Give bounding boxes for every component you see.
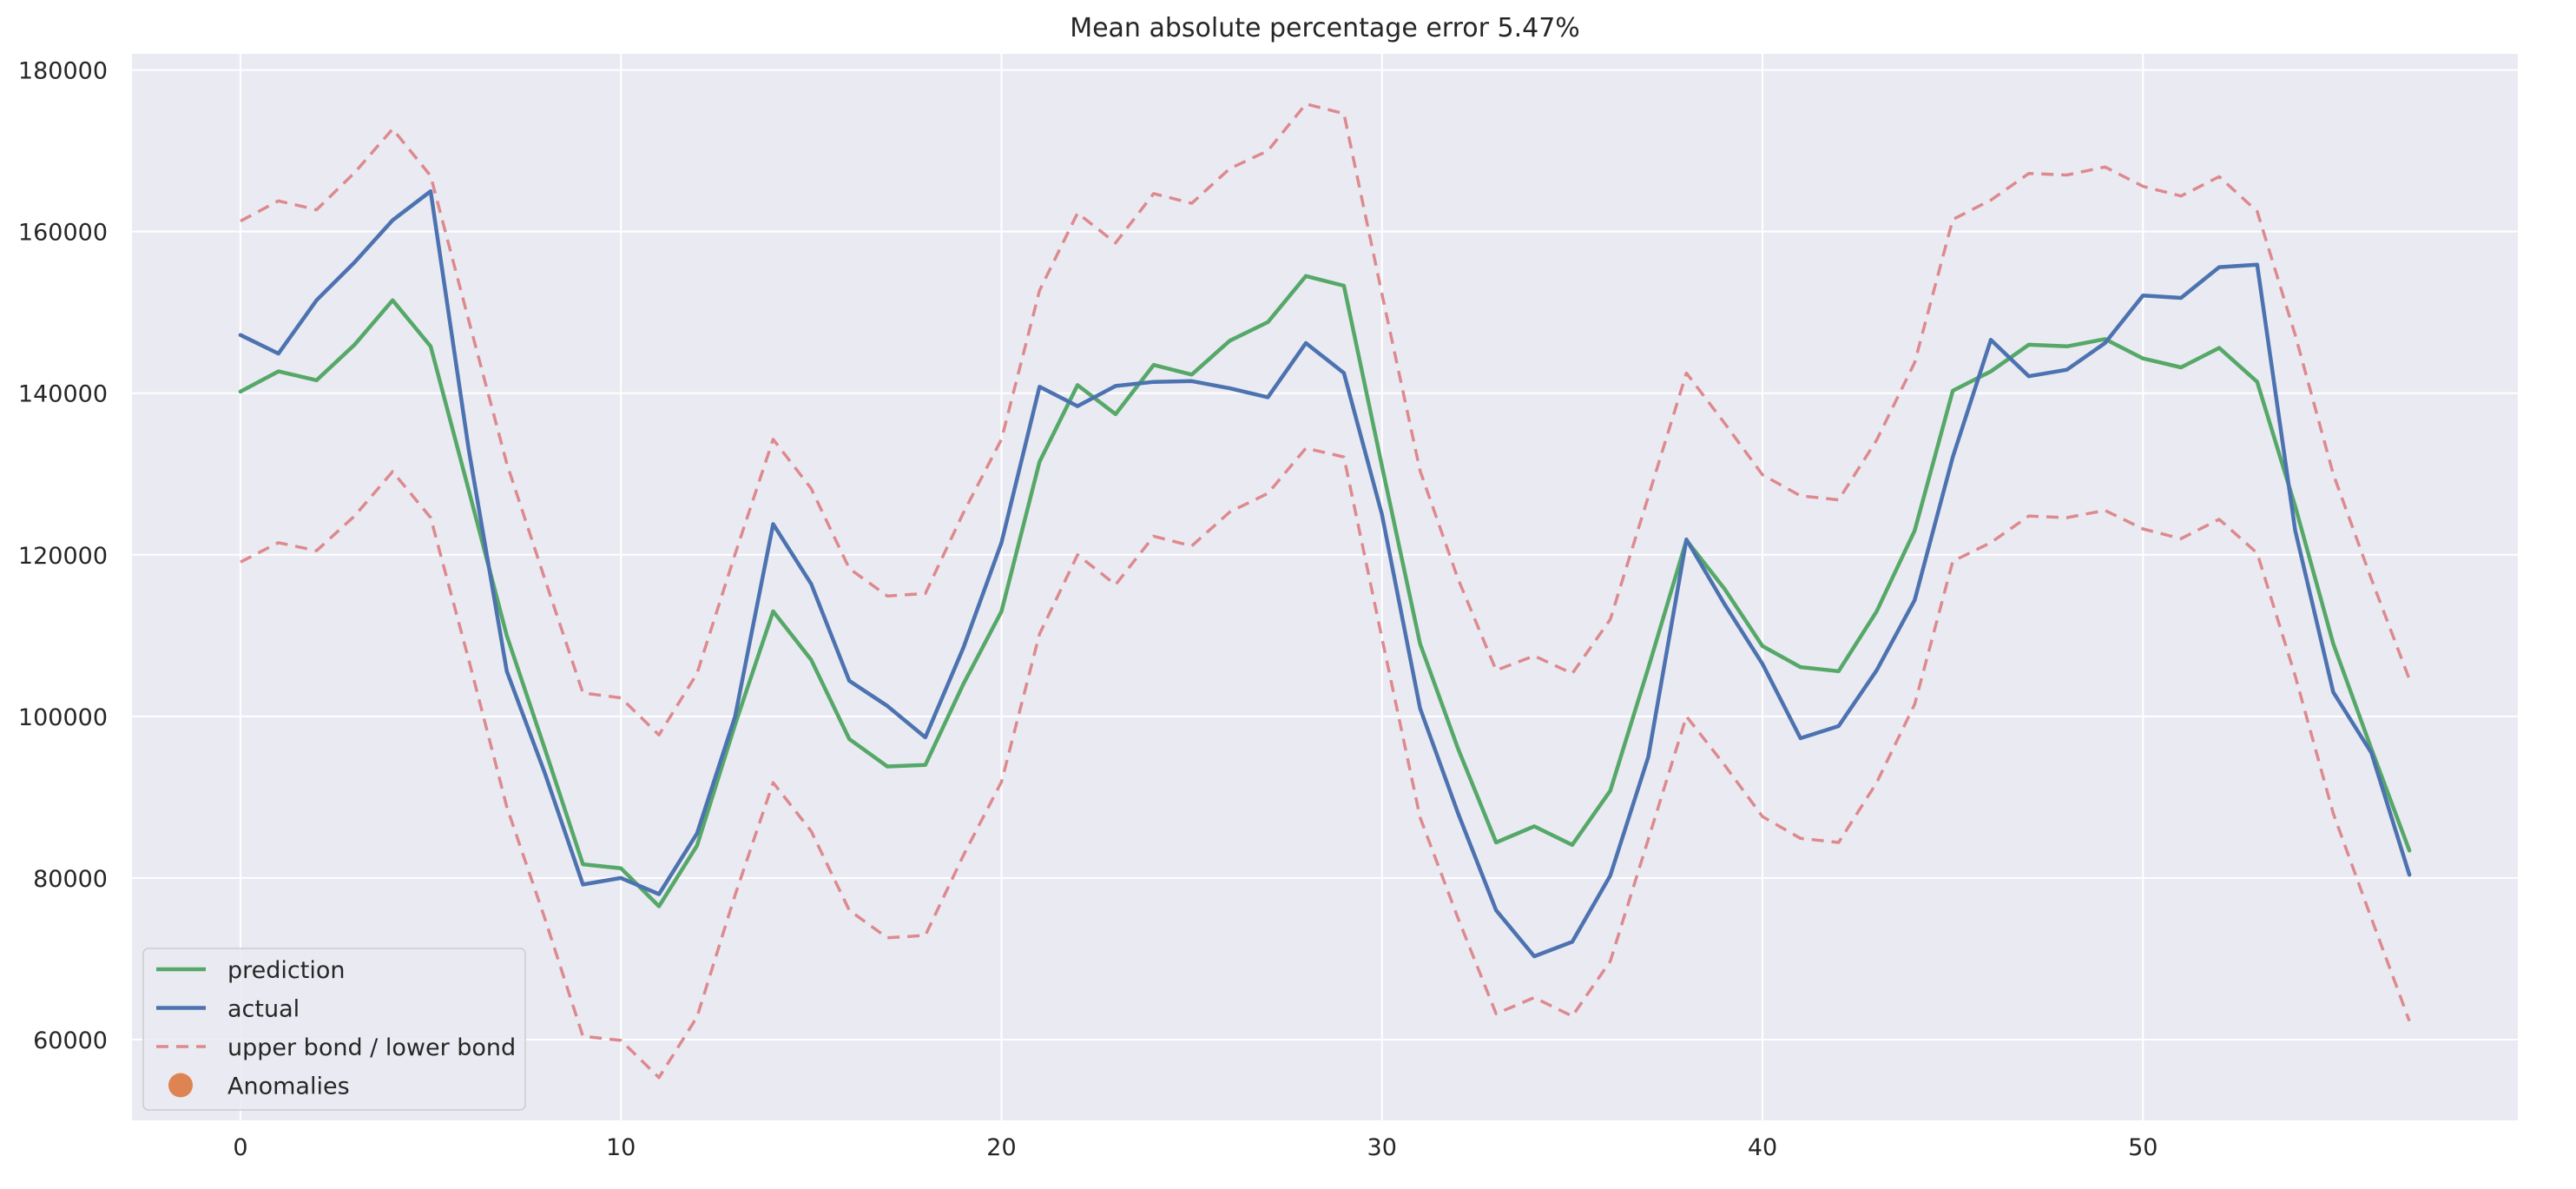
x-tick-label: 0 (233, 1134, 247, 1161)
tick-labels: 0 10 20 30 40 50 60000 80000 100000 120000 140000 1… (18, 58, 2158, 1161)
legend-label-prediction: prediction (227, 957, 345, 984)
x-tick-label: 30 (1367, 1134, 1397, 1161)
y-tick-label: 60000 (33, 1027, 108, 1054)
lower-bond-line (240, 446, 2411, 1080)
legend-swatch-anomalies (168, 1073, 193, 1098)
series-lines (238, 102, 2412, 1080)
legend: prediction actual upper bond / lower bond A… (142, 948, 526, 1111)
legend-label-actual: actual (227, 996, 300, 1023)
x-tick-label: 40 (1748, 1134, 1777, 1161)
x-tick-label: 10 (606, 1134, 636, 1161)
upper-bond-line (240, 102, 2411, 737)
x-tick-label: 50 (2128, 1134, 2158, 1161)
actual-line (238, 188, 2412, 959)
prediction-line (238, 274, 2412, 908)
legend-label-upper-bond-lower-bond: upper bond / lower bond (227, 1034, 516, 1061)
y-tick-label: 100000 (18, 704, 108, 731)
legend-label-anomalies: Anomalies (227, 1073, 350, 1100)
y-tick-label: 140000 (18, 381, 108, 408)
chart-title: Mean absolute percentage error 5.47% (1070, 13, 1580, 43)
x-tick-label: 20 (986, 1134, 1016, 1161)
legend-box (142, 948, 526, 1111)
y-tick-label: 180000 (18, 58, 108, 85)
y-tick-label: 160000 (18, 220, 108, 247)
y-tick-label: 120000 (18, 543, 108, 570)
y-tick-label: 80000 (33, 866, 108, 893)
